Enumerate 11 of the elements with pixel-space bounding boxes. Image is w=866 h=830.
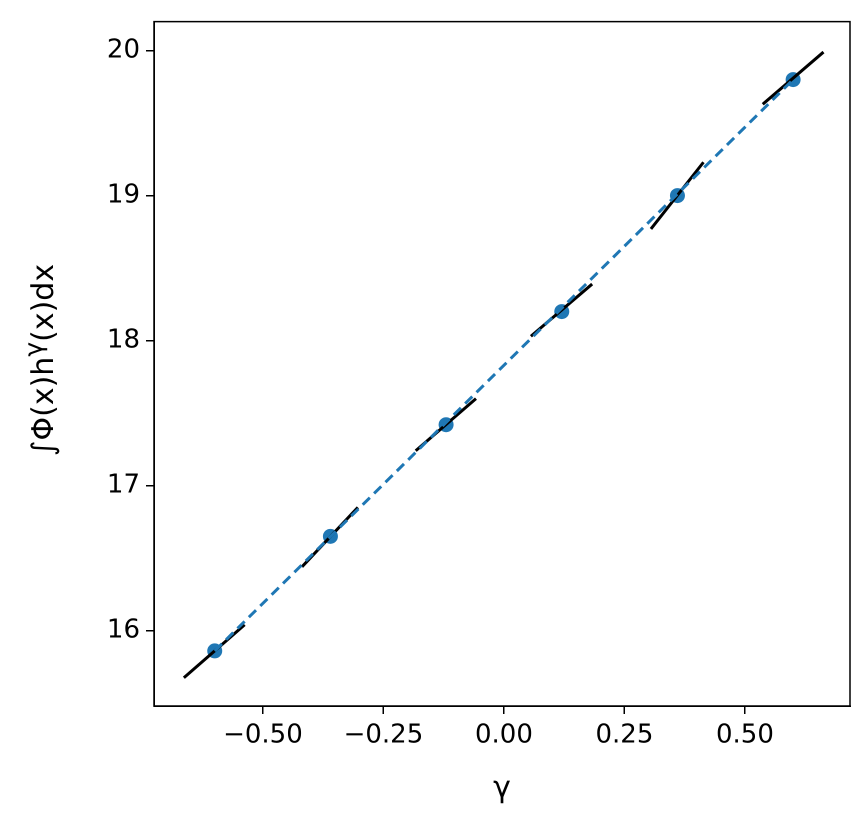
y-tick-label: 20: [106, 34, 140, 64]
y-tick-label: 18: [106, 324, 140, 354]
x-tick-label: 0.00: [474, 719, 533, 750]
x-tick-label: −0.25: [344, 719, 424, 750]
y-tick-label: 16: [106, 614, 140, 644]
x-axis-title: γ: [492, 770, 512, 805]
y-tick-label: 19: [106, 179, 140, 210]
x-tick-label: 0.50: [716, 719, 774, 750]
y-tick-label: 17: [106, 469, 140, 500]
x-tick-label: −0.50: [223, 719, 303, 750]
x-tick-label: 0.25: [595, 719, 654, 750]
